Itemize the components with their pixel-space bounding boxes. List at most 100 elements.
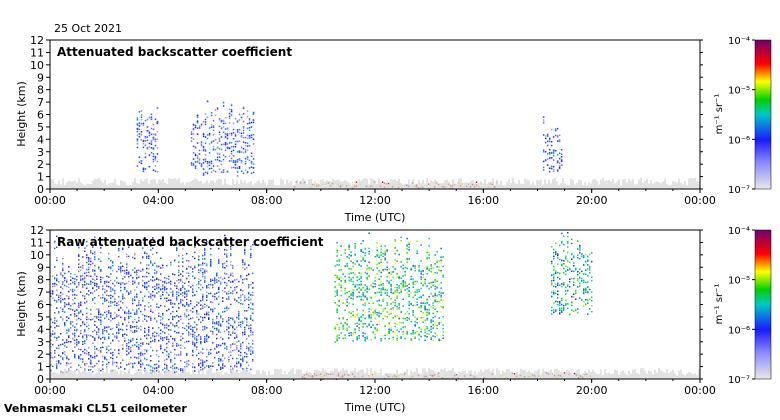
- backscatter-cell: [60, 343, 62, 346]
- backscatter-cell: [194, 165, 197, 167]
- ground-haze-cell: [554, 368, 556, 379]
- backscatter-cell: [130, 315, 132, 318]
- backscatter-cell: [352, 303, 354, 305]
- ground-haze-cell: [608, 372, 610, 379]
- backscatter-cell: [238, 297, 240, 299]
- backscatter-cell: [234, 343, 236, 345]
- backscatter-cell: [232, 292, 234, 295]
- ground-haze-cell: [464, 370, 466, 379]
- backscatter-cell: [434, 254, 436, 256]
- backscatter-cell: [340, 284, 342, 286]
- backscatter-cell: [228, 319, 230, 321]
- backscatter-cell: [242, 341, 244, 344]
- backscatter-cell: [434, 280, 436, 283]
- backscatter-cell: [72, 321, 74, 323]
- ground-haze-cell: [330, 370, 332, 379]
- backscatter-cell: [406, 330, 408, 333]
- y-axis-label: Height (km): [15, 271, 28, 337]
- backscatter-cell: [561, 303, 563, 306]
- backscatter-cell: [88, 263, 90, 265]
- backscatter-cell: [158, 360, 160, 362]
- backscatter-cell: [432, 302, 434, 304]
- backscatter-cell: [240, 289, 242, 291]
- backscatter-cell: [561, 309, 563, 312]
- ground-haze-cell: [64, 185, 66, 189]
- backscatter-cell: [64, 279, 66, 282]
- backscatter-cell: [244, 278, 246, 280]
- backscatter-cell: [206, 172, 209, 175]
- backscatter-cell: [571, 270, 573, 272]
- backscatter-cell: [374, 327, 376, 329]
- x-tick-label: 00:00: [684, 194, 716, 207]
- backscatter-cell: [154, 156, 157, 158]
- backscatter-cell: [376, 242, 378, 244]
- backscatter-cell: [224, 133, 227, 135]
- backscatter-cell: [156, 306, 158, 308]
- backscatter-cell: [410, 269, 412, 271]
- backscatter-cell: [150, 127, 153, 130]
- backscatter-cell: [202, 148, 205, 150]
- backscatter-cell: [196, 341, 198, 344]
- backscatter-cell: [371, 373, 374, 376]
- backscatter-cell: [436, 287, 438, 289]
- backscatter-cell: [212, 295, 214, 297]
- backscatter-cell: [98, 349, 100, 352]
- backscatter-cell: [214, 139, 217, 141]
- x-tick-label: 00:00: [34, 194, 66, 207]
- backscatter-cell: [192, 341, 194, 344]
- backscatter-cell: [92, 366, 94, 368]
- backscatter-cell: [58, 312, 60, 314]
- backscatter-cell: [154, 140, 157, 143]
- backscatter-cell: [242, 129, 245, 132]
- backscatter-cell: [154, 363, 156, 366]
- ground-haze-cell: [412, 179, 414, 189]
- backscatter-cell: [152, 169, 155, 171]
- backscatter-cell: [228, 117, 231, 120]
- backscatter-cell: [406, 258, 408, 261]
- ground-haze-cell: [678, 370, 680, 379]
- backscatter-cell: [204, 341, 206, 343]
- ground-haze-cell: [314, 370, 316, 379]
- backscatter-cell: [60, 301, 62, 303]
- backscatter-cell: [360, 284, 362, 287]
- backscatter-cell: [206, 240, 208, 243]
- backscatter-cell: [220, 281, 222, 284]
- backscatter-cell: [230, 241, 232, 244]
- backscatter-cell: [206, 171, 209, 174]
- backscatter-cell: [315, 183, 318, 185]
- ground-haze-cell: [390, 179, 392, 189]
- backscatter-cell: [212, 126, 215, 128]
- ground-haze-cell: [388, 183, 390, 189]
- ground-haze-cell: [344, 370, 346, 379]
- backscatter-cell: [232, 272, 234, 275]
- backscatter-cell: [170, 322, 172, 324]
- backscatter-cell: [154, 295, 156, 297]
- backscatter-cell: [240, 321, 242, 323]
- backscatter-cell: [154, 138, 157, 141]
- backscatter-cell: [188, 318, 190, 321]
- backscatter-cell: [70, 289, 72, 291]
- backscatter-cell: [334, 286, 336, 288]
- ground-haze-cell: [564, 373, 566, 379]
- ground-haze-cell: [272, 374, 274, 379]
- backscatter-cell: [96, 283, 98, 285]
- backscatter-cell: [563, 307, 565, 309]
- x-tick-label: 12:00: [359, 384, 391, 397]
- backscatter-cell: [102, 297, 104, 299]
- backscatter-cell: [102, 364, 104, 366]
- ground-haze-cell: [236, 370, 238, 379]
- backscatter-cell: [184, 305, 186, 308]
- backscatter-cell: [420, 276, 422, 278]
- backscatter-cell: [202, 262, 204, 264]
- backscatter-cell: [144, 318, 146, 320]
- backscatter-cell: [569, 268, 571, 271]
- ground-haze-cell: [214, 182, 216, 189]
- backscatter-cell: [208, 353, 210, 356]
- backscatter-cell: [360, 242, 362, 245]
- backscatter-cell: [556, 154, 559, 156]
- backscatter-cell: [346, 329, 348, 332]
- backscatter-cell: [208, 168, 211, 170]
- backscatter-cell: [224, 128, 227, 130]
- ground-haze-cell: [204, 374, 206, 379]
- backscatter-cell: [74, 355, 76, 358]
